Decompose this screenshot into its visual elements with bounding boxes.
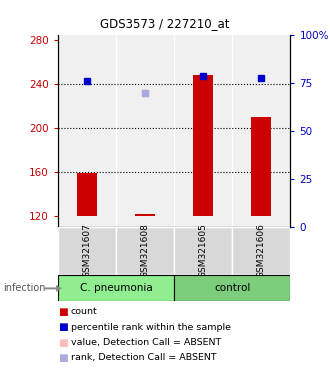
Text: control: control (214, 283, 250, 293)
Bar (77, 173, 97, 215)
Bar (251, 117, 272, 215)
Text: value, Detection Call = ABSENT: value, Detection Call = ABSENT (71, 338, 221, 347)
Text: GSM321606: GSM321606 (257, 223, 266, 278)
Text: count: count (71, 307, 98, 316)
Text: percentile rank within the sample: percentile rank within the sample (71, 323, 231, 332)
Bar (193, 75, 213, 215)
Bar (58, 227, 116, 275)
Text: ■: ■ (58, 353, 68, 363)
Bar (174, 275, 290, 301)
Text: infection: infection (3, 283, 46, 293)
Text: ■: ■ (58, 338, 68, 348)
Text: GSM321607: GSM321607 (82, 223, 91, 278)
Bar (232, 227, 290, 275)
Text: GSM321605: GSM321605 (199, 223, 208, 278)
Bar (116, 227, 174, 275)
Text: rank, Detection Call = ABSENT: rank, Detection Call = ABSENT (71, 353, 216, 362)
Text: ■: ■ (58, 307, 68, 317)
Text: GSM321608: GSM321608 (141, 223, 149, 278)
Text: ■: ■ (58, 322, 68, 332)
Bar (58, 275, 174, 301)
Bar (174, 227, 232, 275)
Text: GDS3573 / 227210_at: GDS3573 / 227210_at (100, 17, 230, 30)
Text: C. pneumonia: C. pneumonia (80, 283, 152, 293)
